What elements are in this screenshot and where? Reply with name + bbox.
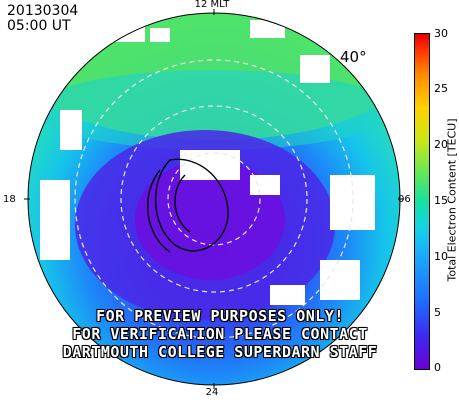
colorbar-tick-30: 30 xyxy=(434,27,448,40)
mlt-label-24: 24 xyxy=(205,387,219,398)
colorbar-tick-15: 15 xyxy=(434,194,448,207)
watermark-line-2: FOR VERIFICATION PLEASE CONTACT xyxy=(72,325,368,343)
watermark-line-1: FOR PREVIEW PURPOSES ONLY! xyxy=(96,307,344,325)
latitude-label: 40° xyxy=(340,48,367,66)
date-label: 20130304 xyxy=(7,3,79,19)
mlt-ticks xyxy=(24,9,404,389)
convection-contours xyxy=(147,158,229,253)
tec-field xyxy=(28,13,400,385)
mlt-label-06: 06 xyxy=(398,194,411,205)
colorbar-tick-0: 0 xyxy=(434,361,441,374)
colorbar xyxy=(414,33,430,370)
colorbar-tick-5: 5 xyxy=(434,306,441,319)
watermark-line-3: DARTMOUTH COLLEGE SUPERDARN STAFF xyxy=(62,343,378,361)
colorbar-tick-20: 20 xyxy=(434,138,448,151)
mlt-label-18: 18 xyxy=(3,194,16,205)
time-label: 05:00 UT xyxy=(7,18,71,34)
colorbar-tick-10: 10 xyxy=(434,250,448,263)
colorbar-title: Total Electron Content [TECU] xyxy=(445,118,459,282)
colorbar-tick-25: 25 xyxy=(434,82,448,95)
mlt-label-12: 12 MLT xyxy=(194,0,230,10)
latitude-circles xyxy=(74,59,354,339)
